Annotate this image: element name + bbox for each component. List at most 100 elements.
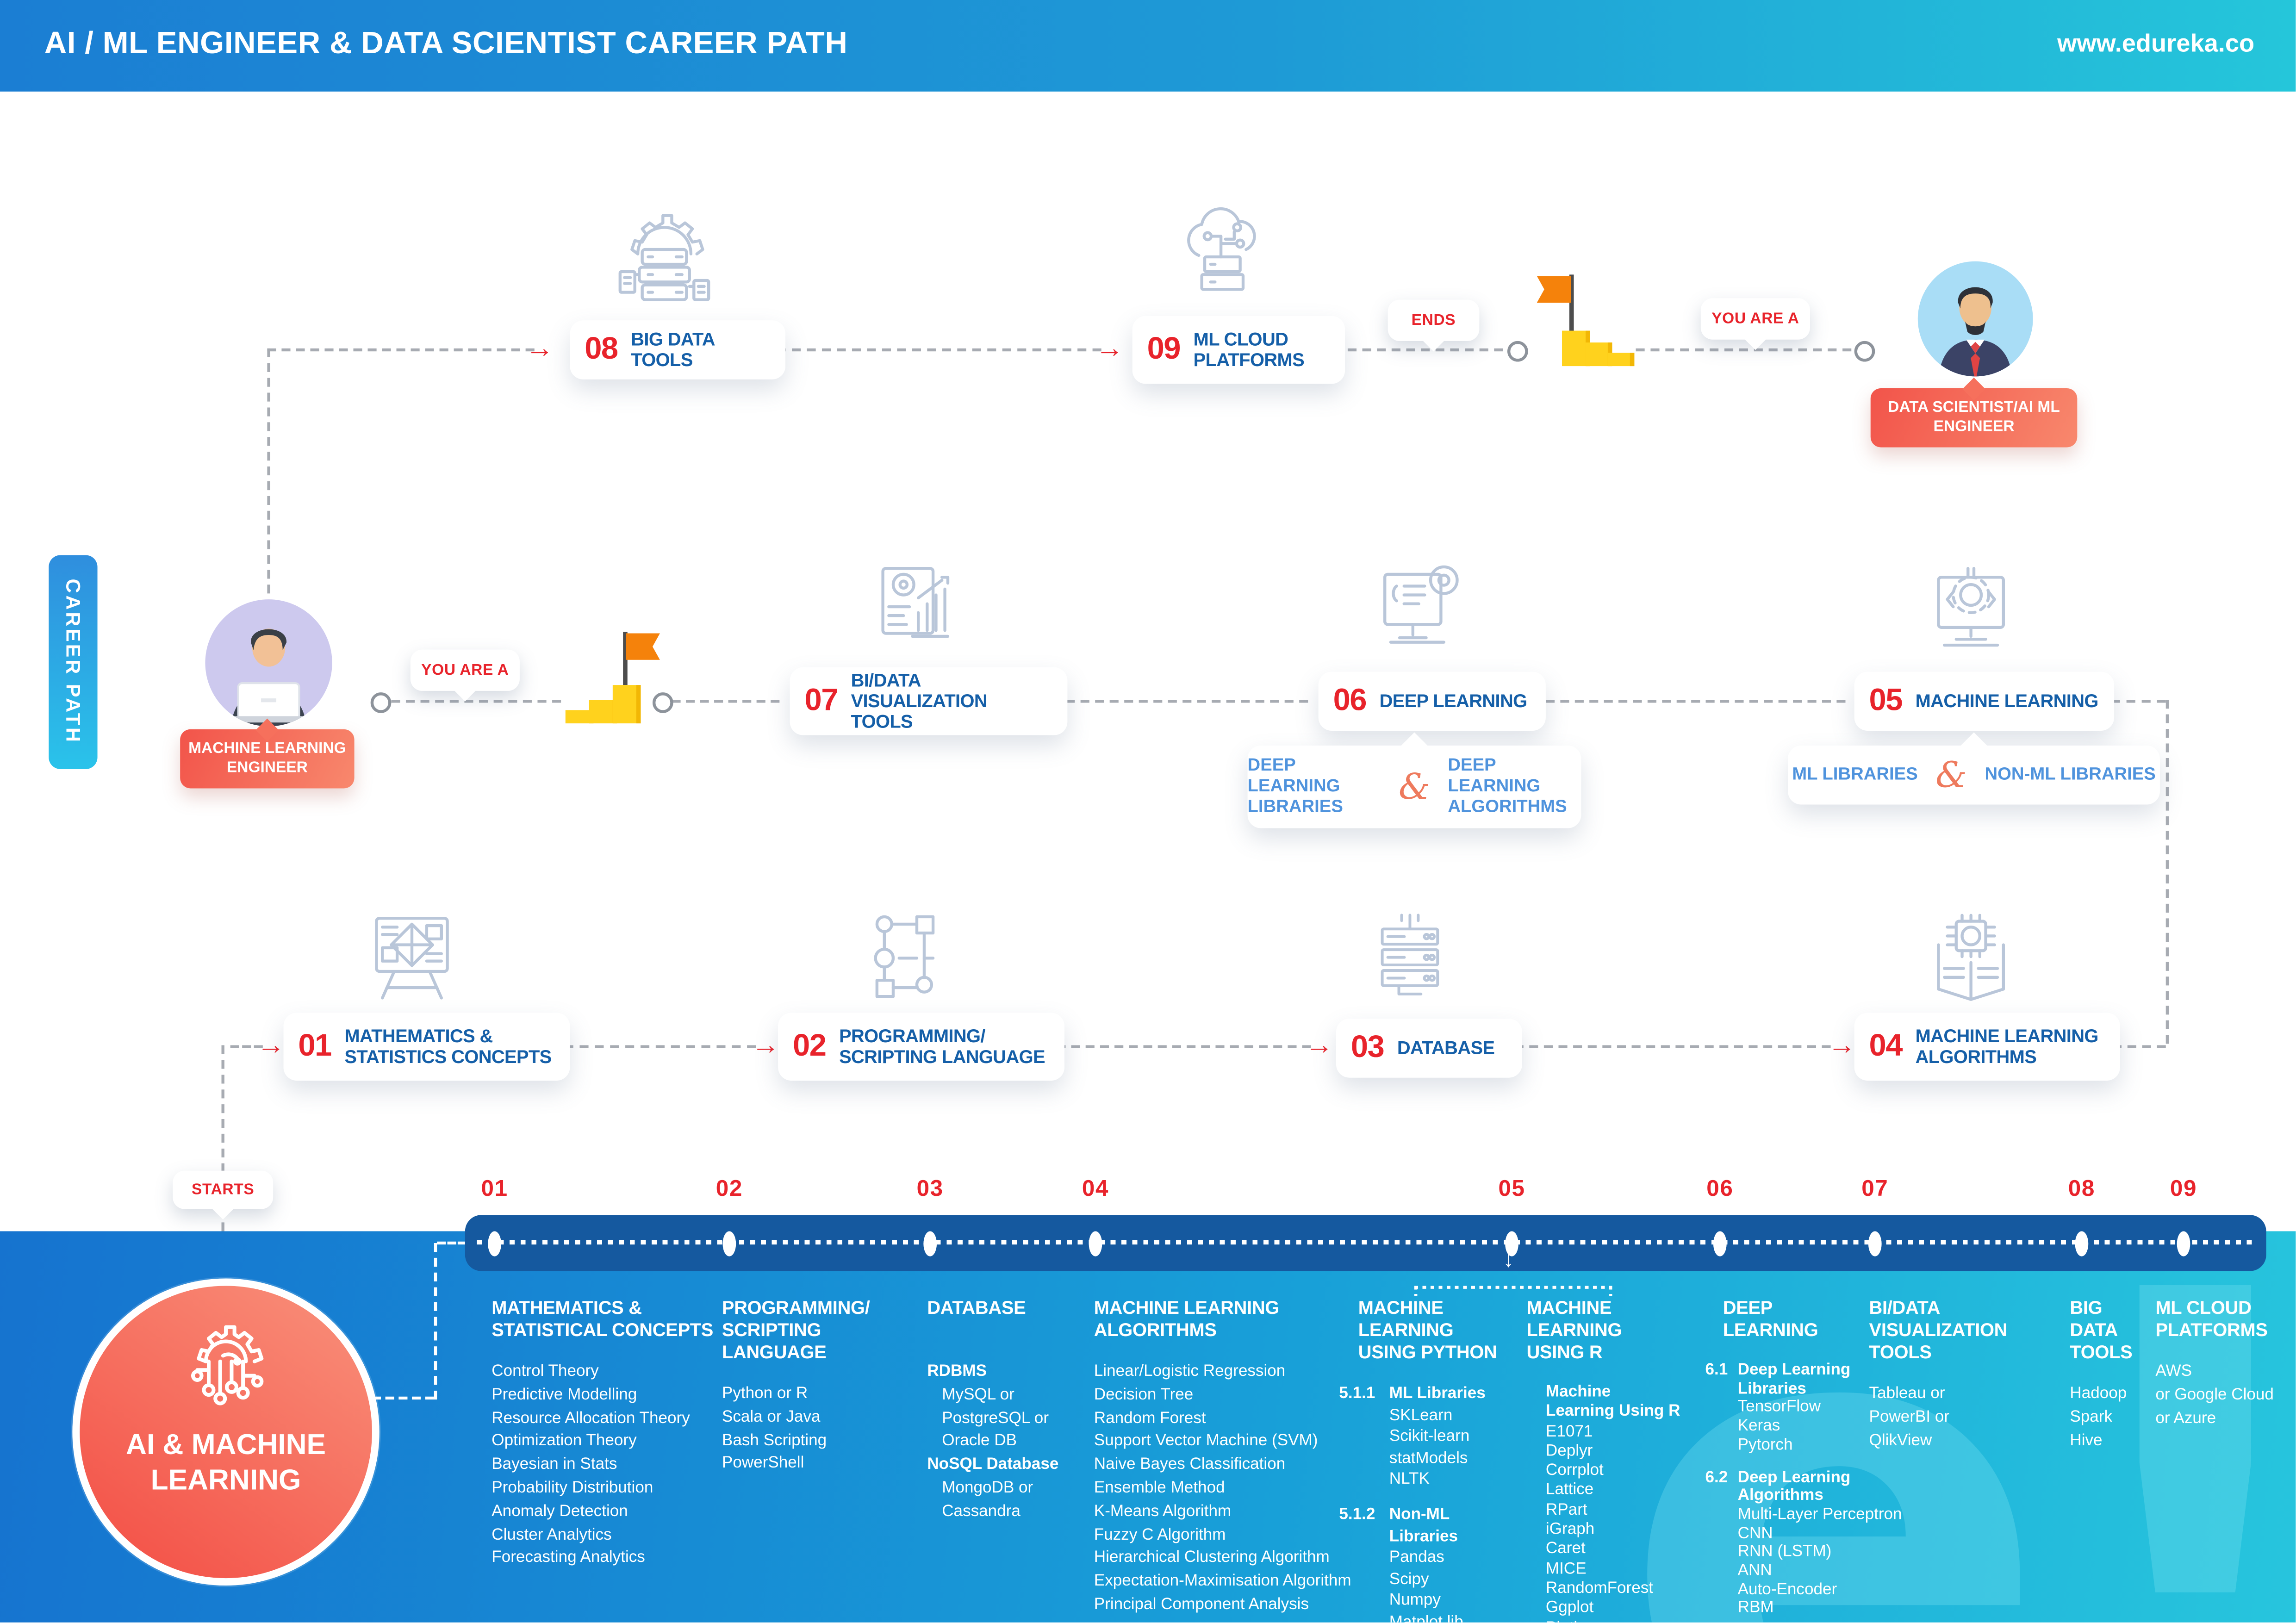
section-number: 6.2 xyxy=(1705,1468,1728,1486)
list-item: Resource Allocation Theory xyxy=(492,1409,690,1427)
list-item: ANN xyxy=(1737,1562,1772,1580)
connector xyxy=(267,348,270,594)
start-circle-label: AI & MACHINE LEARNING xyxy=(126,1429,326,1498)
step-number: 07 xyxy=(804,683,839,718)
ampersand: & xyxy=(1398,766,1431,808)
column-items: Python or R Scala or Java Bash Scripting… xyxy=(722,1383,921,1477)
step-label: BI/DATA VISUALIZATION TOOLS xyxy=(851,670,988,733)
list-item: Python or R xyxy=(722,1385,808,1403)
timeline-dot-05 xyxy=(1505,1231,1518,1256)
list-item: Spark xyxy=(2070,1408,2113,1426)
list-item: PowerBI or xyxy=(1869,1408,1950,1426)
step-label: ML CLOUD PLATFORMS xyxy=(1193,329,1305,371)
easel-diagram-icon xyxy=(375,916,449,1000)
step-label: MACHINE LEARNING xyxy=(1915,690,2099,712)
list-item: K-Means Algorithm xyxy=(1094,1502,1232,1521)
connector-white xyxy=(372,1396,434,1400)
column-items: Control Theory Predictive Modelling Reso… xyxy=(492,1361,716,1571)
arrow-down-icon: ↓ xyxy=(1503,1247,1514,1273)
path-node xyxy=(652,692,673,713)
list-item: Predictive Modelling xyxy=(492,1386,637,1404)
arrow-right-icon: → xyxy=(257,1030,285,1062)
bracket-line xyxy=(1414,1286,1612,1289)
list-item: Matplot lib xyxy=(1389,1613,1463,1623)
column-title: PROGRAMMING/ SCRIPTING LANGUAGE xyxy=(722,1298,870,1363)
list-item: Numpy xyxy=(1389,1592,1441,1610)
column-items: Hadoop Spark Hive xyxy=(2070,1383,2151,1453)
step-number: 04 xyxy=(1869,1029,1903,1063)
connector xyxy=(2097,1045,2166,1048)
flag-pole xyxy=(1569,274,1574,334)
career-path-label: CAREER PATH xyxy=(62,579,84,745)
list-item: Probability Distribution xyxy=(492,1479,653,1497)
connector xyxy=(221,1045,224,1276)
bracket-tick xyxy=(1609,1286,1612,1296)
list-item: Optimization Theory xyxy=(492,1432,637,1450)
list-item: Oracle DB xyxy=(942,1432,1017,1450)
list-item: E1071 xyxy=(1545,1422,1593,1441)
section-label: Deep Learning Algorithms xyxy=(1737,1468,1851,1505)
timeline-number: 08 xyxy=(2068,1176,2096,1202)
list-item: Tableau or xyxy=(1869,1385,1945,1403)
data-scientist-label: DATA SCIENTIST/AI ML ENGINEER xyxy=(1870,388,2078,448)
step-number: 09 xyxy=(1147,332,1181,367)
step-label: DEEP LEARNING xyxy=(1379,690,1528,712)
list-item: TensorFlow xyxy=(1737,1399,1821,1417)
column-title: BIG DATA TOOLS xyxy=(2070,1298,2133,1363)
column-02-programming: PROGRAMMING/ SCRIPTING LANGUAGE Python o… xyxy=(722,1298,921,1477)
connector xyxy=(672,700,780,703)
list-item: AWS xyxy=(2155,1362,2192,1380)
list-item: PostgreSQL or xyxy=(942,1409,1049,1427)
bracket-tick xyxy=(1414,1286,1418,1296)
step-label: MATHEMATICS & STATISTICS CONCEPTS xyxy=(344,1026,552,1068)
data-scientist-avatar-art xyxy=(1938,287,2012,377)
timeline-number: 04 xyxy=(1082,1176,1109,1202)
column-01-mathematics: MATHEMATICS & STATISTICAL CONCEPTS Contr… xyxy=(492,1298,716,1571)
section-label: Non-ML Libraries xyxy=(1389,1505,1458,1545)
list-item: Ensemble Method xyxy=(1094,1479,1225,1497)
list-item: Scipy xyxy=(1389,1570,1429,1588)
list-item: Auto-Encoder xyxy=(1737,1580,1837,1598)
connector xyxy=(762,348,1101,352)
list-item: Ggplot xyxy=(1545,1599,1594,1617)
section-number: 6.1 xyxy=(1705,1361,1728,1379)
list-item: or Google Cloud xyxy=(2155,1386,2274,1404)
list-item: statModels xyxy=(1389,1449,1468,1468)
list-item: Corrplot xyxy=(1545,1461,1604,1480)
list-item: Hierarchical Clustering Algorithm xyxy=(1094,1549,1330,1567)
section: 6.2 Deep Learning Algorithms Multi-Layer… xyxy=(1705,1468,1912,1618)
column-title: MACHINE LEARNING ALGORITHMS xyxy=(1094,1298,1280,1341)
column-items: Tableau or PowerBI or QlikView xyxy=(1869,1383,2061,1453)
connector xyxy=(1545,700,1846,703)
column-08-big-data: BIG DATA TOOLS Hadoop Spark Hive xyxy=(2070,1298,2151,1453)
column-title: ML CLOUD PLATFORMS xyxy=(2155,1298,2268,1341)
ml-engineer-avatar-art xyxy=(230,628,307,727)
group-label: Machine Learning Using R xyxy=(1545,1383,1680,1421)
step-number: 08 xyxy=(585,332,618,367)
list-item: SKLearn xyxy=(1389,1406,1453,1424)
website-link[interactable]: www.edureka.co xyxy=(2057,29,2255,58)
timeline-dot-03 xyxy=(923,1231,937,1256)
list-item: RBM xyxy=(1737,1599,1774,1617)
column-title: BI/DATA VISUALIZATION TOOLS xyxy=(1869,1298,2008,1363)
data-scientist-avatar xyxy=(1917,261,2033,377)
starts-label: STARTS xyxy=(192,1181,255,1199)
you-are-a-bubble-middle: YOU ARE A xyxy=(410,649,520,691)
column-items: 5.1.1 ML Libraries SKLearn Scikit-learn … xyxy=(1339,1383,1537,1623)
connector xyxy=(2111,700,2166,703)
connector-white xyxy=(434,1243,437,1400)
connector xyxy=(2165,700,2169,1044)
ampersand: & xyxy=(1935,754,1967,796)
list-item: Support Vector Machine (SVM) xyxy=(1094,1432,1318,1450)
list-item: NLTK xyxy=(1389,1471,1430,1489)
ends-bubble: ENDS xyxy=(1388,299,1480,341)
step-09-ml-cloud-platforms: 09 ML CLOUD PLATFORMS xyxy=(1132,316,1345,384)
timeline-dot-07 xyxy=(1868,1231,1882,1256)
column-04-ml-algorithms: MACHINE LEARNING ALGORITHMS Linear/Logis… xyxy=(1094,1298,1360,1617)
list-item: RandomForest xyxy=(1545,1579,1654,1598)
list-item: Principal Component Analysis xyxy=(1094,1596,1309,1614)
column-06-deep-learning: DEEP LEARNING 6.1 Deep Learning Librarie… xyxy=(1705,1298,1912,1618)
list-item: Deplyr xyxy=(1545,1442,1593,1460)
step-number: 01 xyxy=(298,1029,332,1063)
